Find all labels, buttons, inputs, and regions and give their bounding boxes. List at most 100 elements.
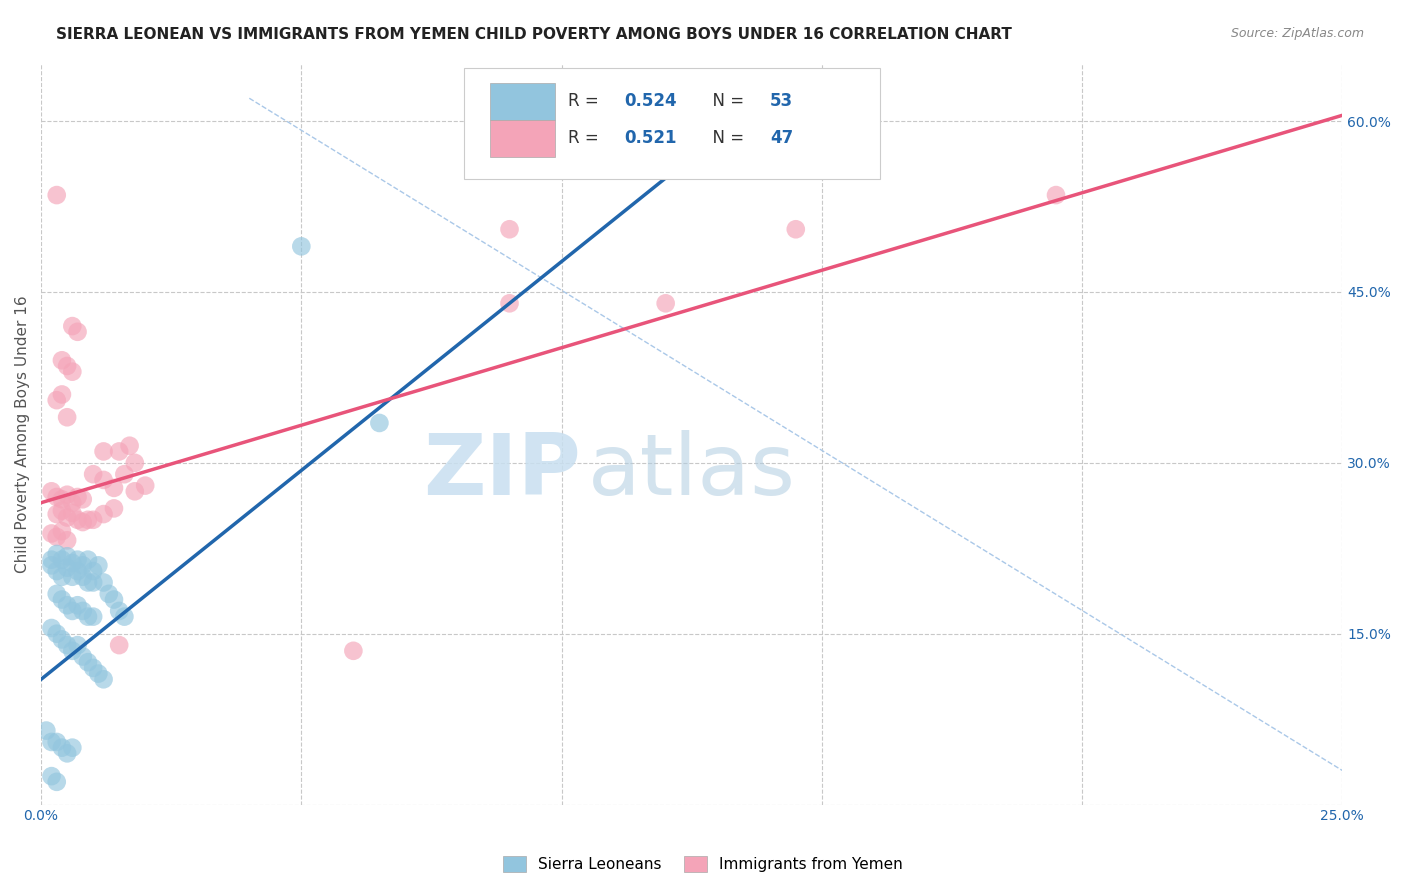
Point	[103, 592, 125, 607]
Point	[66, 325, 89, 339]
Point	[66, 599, 89, 613]
Point	[45, 774, 67, 789]
Point	[51, 552, 73, 566]
Point	[77, 575, 100, 590]
Point	[60, 496, 83, 510]
Point	[56, 488, 79, 502]
Point	[87, 666, 110, 681]
Point	[72, 649, 94, 664]
FancyBboxPatch shape	[491, 83, 555, 120]
FancyBboxPatch shape	[464, 68, 880, 179]
FancyBboxPatch shape	[491, 120, 555, 157]
Text: SIERRA LEONEAN VS IMMIGRANTS FROM YEMEN CHILD POVERTY AMONG BOYS UNDER 16 CORREL: SIERRA LEONEAN VS IMMIGRANTS FROM YEMEN …	[56, 27, 1012, 42]
Point	[60, 319, 83, 334]
Point	[77, 513, 100, 527]
Point	[56, 599, 79, 613]
Point	[35, 723, 58, 738]
Point	[45, 626, 67, 640]
Point	[56, 533, 79, 548]
Point	[51, 524, 73, 538]
Point	[72, 570, 94, 584]
Point	[45, 564, 67, 578]
Point	[45, 735, 67, 749]
Point	[45, 547, 67, 561]
Point	[41, 769, 63, 783]
Text: N =: N =	[702, 92, 749, 110]
Point	[1045, 188, 1067, 202]
Point	[93, 673, 115, 687]
Point	[785, 222, 807, 236]
Point	[66, 564, 89, 578]
Point	[124, 484, 146, 499]
Text: atlas: atlas	[588, 430, 796, 513]
Text: N =: N =	[702, 129, 749, 147]
Point	[60, 365, 83, 379]
Point	[45, 188, 67, 202]
Point	[60, 740, 83, 755]
Point	[41, 735, 63, 749]
Point	[45, 507, 67, 521]
Point	[56, 359, 79, 373]
Point	[66, 552, 89, 566]
Point	[45, 393, 67, 408]
Point	[134, 478, 156, 492]
Point	[93, 575, 115, 590]
Point	[41, 621, 63, 635]
Point	[60, 506, 83, 520]
Point	[290, 239, 312, 253]
Point	[41, 558, 63, 573]
Y-axis label: Child Poverty Among Boys Under 16: Child Poverty Among Boys Under 16	[15, 295, 30, 574]
Point	[82, 609, 104, 624]
Point	[51, 504, 73, 518]
Point	[498, 222, 520, 236]
Point	[60, 644, 83, 658]
Text: 0.521: 0.521	[624, 129, 676, 147]
Point	[93, 444, 115, 458]
Point	[368, 416, 391, 430]
Point	[56, 410, 79, 425]
Text: 0.524: 0.524	[624, 92, 676, 110]
Point	[77, 609, 100, 624]
Point	[342, 644, 364, 658]
Point	[77, 552, 100, 566]
Point	[51, 592, 73, 607]
Point	[51, 740, 73, 755]
Point	[60, 556, 83, 570]
Point	[56, 510, 79, 524]
Point	[112, 467, 135, 482]
Point	[72, 558, 94, 573]
Point	[103, 481, 125, 495]
Point	[51, 492, 73, 507]
Point	[72, 515, 94, 529]
Point	[51, 632, 73, 647]
Point	[103, 501, 125, 516]
Text: 53: 53	[769, 92, 793, 110]
Point	[118, 439, 141, 453]
Point	[72, 604, 94, 618]
Point	[82, 513, 104, 527]
Point	[82, 564, 104, 578]
Text: R =: R =	[568, 92, 605, 110]
Point	[60, 604, 83, 618]
Point	[72, 492, 94, 507]
Point	[45, 490, 67, 504]
Point	[112, 609, 135, 624]
Point	[93, 473, 115, 487]
Point	[77, 655, 100, 669]
Point	[51, 570, 73, 584]
Point	[108, 444, 131, 458]
Point	[56, 560, 79, 574]
Point	[82, 467, 104, 482]
Text: 47: 47	[769, 129, 793, 147]
Text: Source: ZipAtlas.com: Source: ZipAtlas.com	[1230, 27, 1364, 40]
Point	[41, 484, 63, 499]
Point	[51, 387, 73, 401]
Point	[66, 490, 89, 504]
Point	[56, 638, 79, 652]
Point	[498, 296, 520, 310]
Text: ZIP: ZIP	[423, 430, 581, 513]
Point	[66, 513, 89, 527]
Point	[41, 526, 63, 541]
Point	[97, 587, 120, 601]
Point	[654, 296, 676, 310]
